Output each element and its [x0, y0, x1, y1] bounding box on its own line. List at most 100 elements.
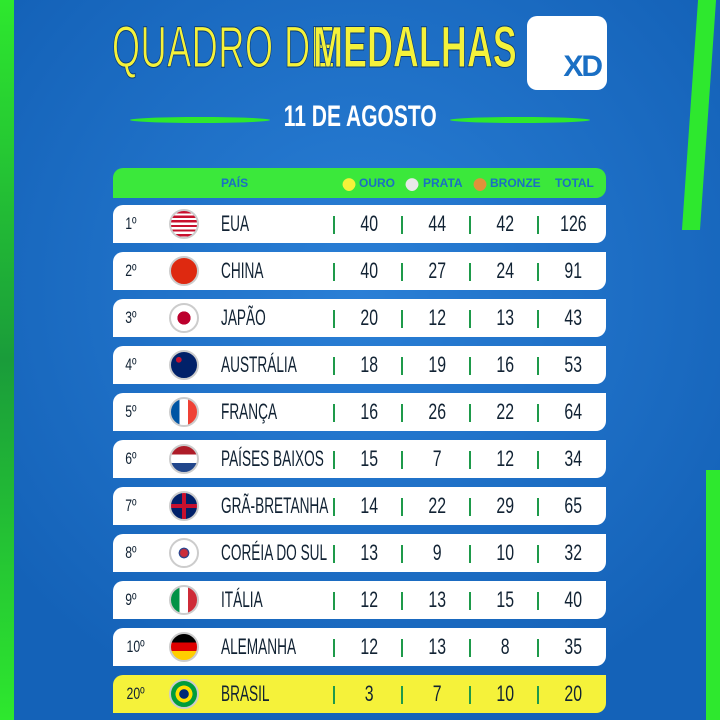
gold-value: 12 — [360, 587, 378, 612]
divider — [401, 451, 403, 469]
total-count: 91 — [543, 252, 603, 290]
total-value: 20 — [564, 681, 582, 706]
country-name: PAÍSES BAIXOS — [221, 440, 387, 478]
gold-value: 20 — [360, 305, 378, 330]
country-name: GRÃ-BRETANHA — [221, 487, 394, 525]
gold-count: 12 — [339, 581, 399, 619]
total-count: 20 — [543, 675, 603, 713]
country-text: PAÍSES BAIXOS — [221, 446, 324, 471]
divider — [333, 216, 335, 234]
country-name: BRASIL — [221, 675, 299, 713]
divider — [469, 216, 471, 234]
divider — [537, 216, 539, 234]
divider — [401, 216, 403, 234]
silver-count: 27 — [407, 252, 467, 290]
bronze-count: 15 — [475, 581, 535, 619]
xd-logo: XD — [527, 16, 607, 90]
divider — [401, 263, 403, 281]
table-row: 9º ITÁLIA 12 13 15 40 — [113, 581, 606, 619]
bronze-value: 16 — [496, 352, 514, 377]
rank-text: 2º — [125, 261, 137, 280]
divider — [333, 592, 335, 610]
rank: 7º — [123, 487, 139, 525]
country-text: CHINA — [221, 258, 264, 283]
gold-value: 16 — [360, 399, 378, 424]
flag-usa-icon — [169, 209, 199, 239]
gold-value: 12 — [360, 634, 378, 659]
total-count: 32 — [543, 534, 603, 572]
table-row: 10º ALEMANHA 12 13 8 35 — [113, 628, 606, 666]
divider — [469, 592, 471, 610]
gold-value: 40 — [360, 211, 378, 236]
table-row: 1º EUA 40 44 42 126 — [113, 205, 606, 243]
divider — [469, 686, 471, 704]
divider — [401, 357, 403, 375]
rank-text: 3º — [125, 308, 137, 327]
gold-value: 40 — [360, 258, 378, 283]
gold-count: 15 — [339, 440, 399, 478]
divider — [333, 639, 335, 657]
silver-count: 19 — [407, 346, 467, 384]
gold-value: 18 — [360, 352, 378, 377]
divider — [469, 639, 471, 657]
divider — [401, 592, 403, 610]
total-count: 64 — [543, 393, 603, 431]
flag-germany-icon — [169, 632, 199, 662]
header-gold: OURO — [359, 176, 395, 190]
silver-count: 13 — [407, 581, 467, 619]
silver-count: 12 — [407, 299, 467, 337]
rank: 2º — [123, 252, 139, 290]
decor-wave-left — [130, 117, 270, 123]
gold-count: 16 — [339, 393, 399, 431]
decor-stripe-right-bottom — [706, 470, 720, 720]
gold-count: 18 — [339, 346, 399, 384]
silver-value: 44 — [428, 211, 446, 236]
silver-value: 19 — [428, 352, 446, 377]
total-count: 34 — [543, 440, 603, 478]
gold-count: 20 — [339, 299, 399, 337]
rank: 10º — [123, 628, 148, 666]
bronze-count: 10 — [475, 675, 535, 713]
bronze-count: 13 — [475, 299, 535, 337]
total-value: 126 — [559, 211, 587, 236]
gold-value: 3 — [364, 681, 374, 706]
rank-text: 9º — [125, 590, 137, 609]
divider — [537, 498, 539, 516]
header-silver: PRATA — [423, 176, 463, 190]
silver-medal-icon — [405, 173, 419, 191]
flag-japan-icon — [169, 303, 199, 333]
country-text: JAPÃO — [221, 305, 266, 330]
bronze-value: 12 — [496, 446, 514, 471]
bronze-count: 29 — [475, 487, 535, 525]
decor-stripe-left — [0, 0, 14, 720]
bronze-value: 10 — [496, 540, 514, 565]
silver-value: 22 — [428, 493, 446, 518]
rank-text: 4º — [125, 355, 137, 374]
header-total: TOTAL — [555, 176, 594, 190]
divider — [469, 545, 471, 563]
country-text: FRANÇA — [221, 399, 278, 424]
flag-netherlands-icon — [169, 444, 199, 474]
country-name: EUA — [221, 205, 266, 243]
bronze-medal-icon — [473, 173, 487, 191]
table-row: 6º PAÍSES BAIXOS 15 7 12 34 — [113, 440, 606, 478]
country-name: AUSTRÁLIA — [221, 346, 343, 384]
decor-wave-right — [450, 117, 590, 123]
country-name: FRANÇA — [221, 393, 311, 431]
country-text: EUA — [221, 211, 250, 236]
country-text: ITÁLIA — [221, 587, 263, 612]
silver-count: 9 — [407, 534, 467, 572]
total-count: 126 — [543, 205, 603, 243]
gold-value: 13 — [360, 540, 378, 565]
rank-text: 10º — [126, 637, 145, 656]
bronze-count: 42 — [475, 205, 535, 243]
bronze-value: 8 — [500, 634, 510, 659]
silver-value: 13 — [428, 634, 446, 659]
table-row: 4º AUSTRÁLIA 18 19 16 53 — [113, 346, 606, 384]
divider — [537, 357, 539, 375]
gold-count: 12 — [339, 628, 399, 666]
divider — [333, 310, 335, 328]
gold-medal-icon — [342, 173, 356, 191]
total-value: 43 — [564, 305, 582, 330]
bronze-count: 10 — [475, 534, 535, 572]
